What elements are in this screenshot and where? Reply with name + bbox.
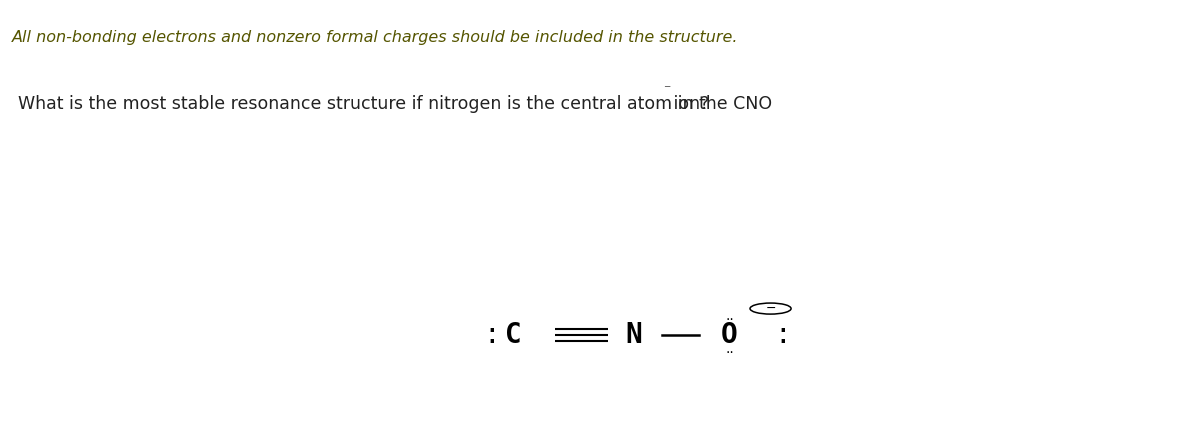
Text: ⋯⋯: ⋯⋯	[1160, 163, 1182, 173]
Text: □: □	[78, 395, 95, 413]
Text: ••: ••	[76, 361, 97, 379]
Text: +: +	[79, 260, 94, 278]
Text: :: :	[775, 321, 792, 349]
Text: H: H	[1165, 185, 1177, 203]
Text: C: C	[505, 321, 522, 349]
Text: −: −	[766, 302, 776, 315]
Text: …▶: …▶	[71, 160, 102, 178]
Text: 2D: 2D	[220, 138, 245, 156]
Text: F: F	[1166, 337, 1176, 355]
Text: What is the most stable resonance structure if nitrogen is the central atom in t: What is the most stable resonance struct…	[18, 96, 772, 114]
Text: N: N	[1165, 246, 1177, 264]
Text: ◊: ◊	[82, 193, 91, 212]
Text: ⁻: ⁻	[662, 83, 671, 97]
Text: ↻: ↻	[144, 138, 160, 156]
Text: ion?: ion?	[667, 96, 709, 114]
Text: C: C	[1165, 215, 1177, 233]
Text: Cl: Cl	[1163, 398, 1180, 416]
Text: ⊗: ⊗	[182, 138, 197, 156]
Text: ↹: ↹	[107, 138, 122, 156]
Text: /: /	[83, 227, 90, 245]
Text: All non-bonding electrons and nonzero formal charges should be included in the s: All non-bonding electrons and nonzero fo…	[12, 30, 738, 45]
Text: ··: ··	[725, 346, 734, 360]
Text: ⤵: ⤵	[82, 328, 91, 346]
Text: :: :	[484, 321, 500, 349]
Text: ··: ··	[725, 312, 734, 326]
Text: P: P	[1166, 367, 1176, 385]
Text: O: O	[1165, 276, 1177, 294]
Text: O: O	[721, 321, 738, 349]
Text: −: −	[79, 294, 94, 312]
Text: ↺: ↺	[70, 138, 84, 156]
Text: S: S	[1166, 306, 1176, 325]
Text: N: N	[625, 321, 642, 349]
